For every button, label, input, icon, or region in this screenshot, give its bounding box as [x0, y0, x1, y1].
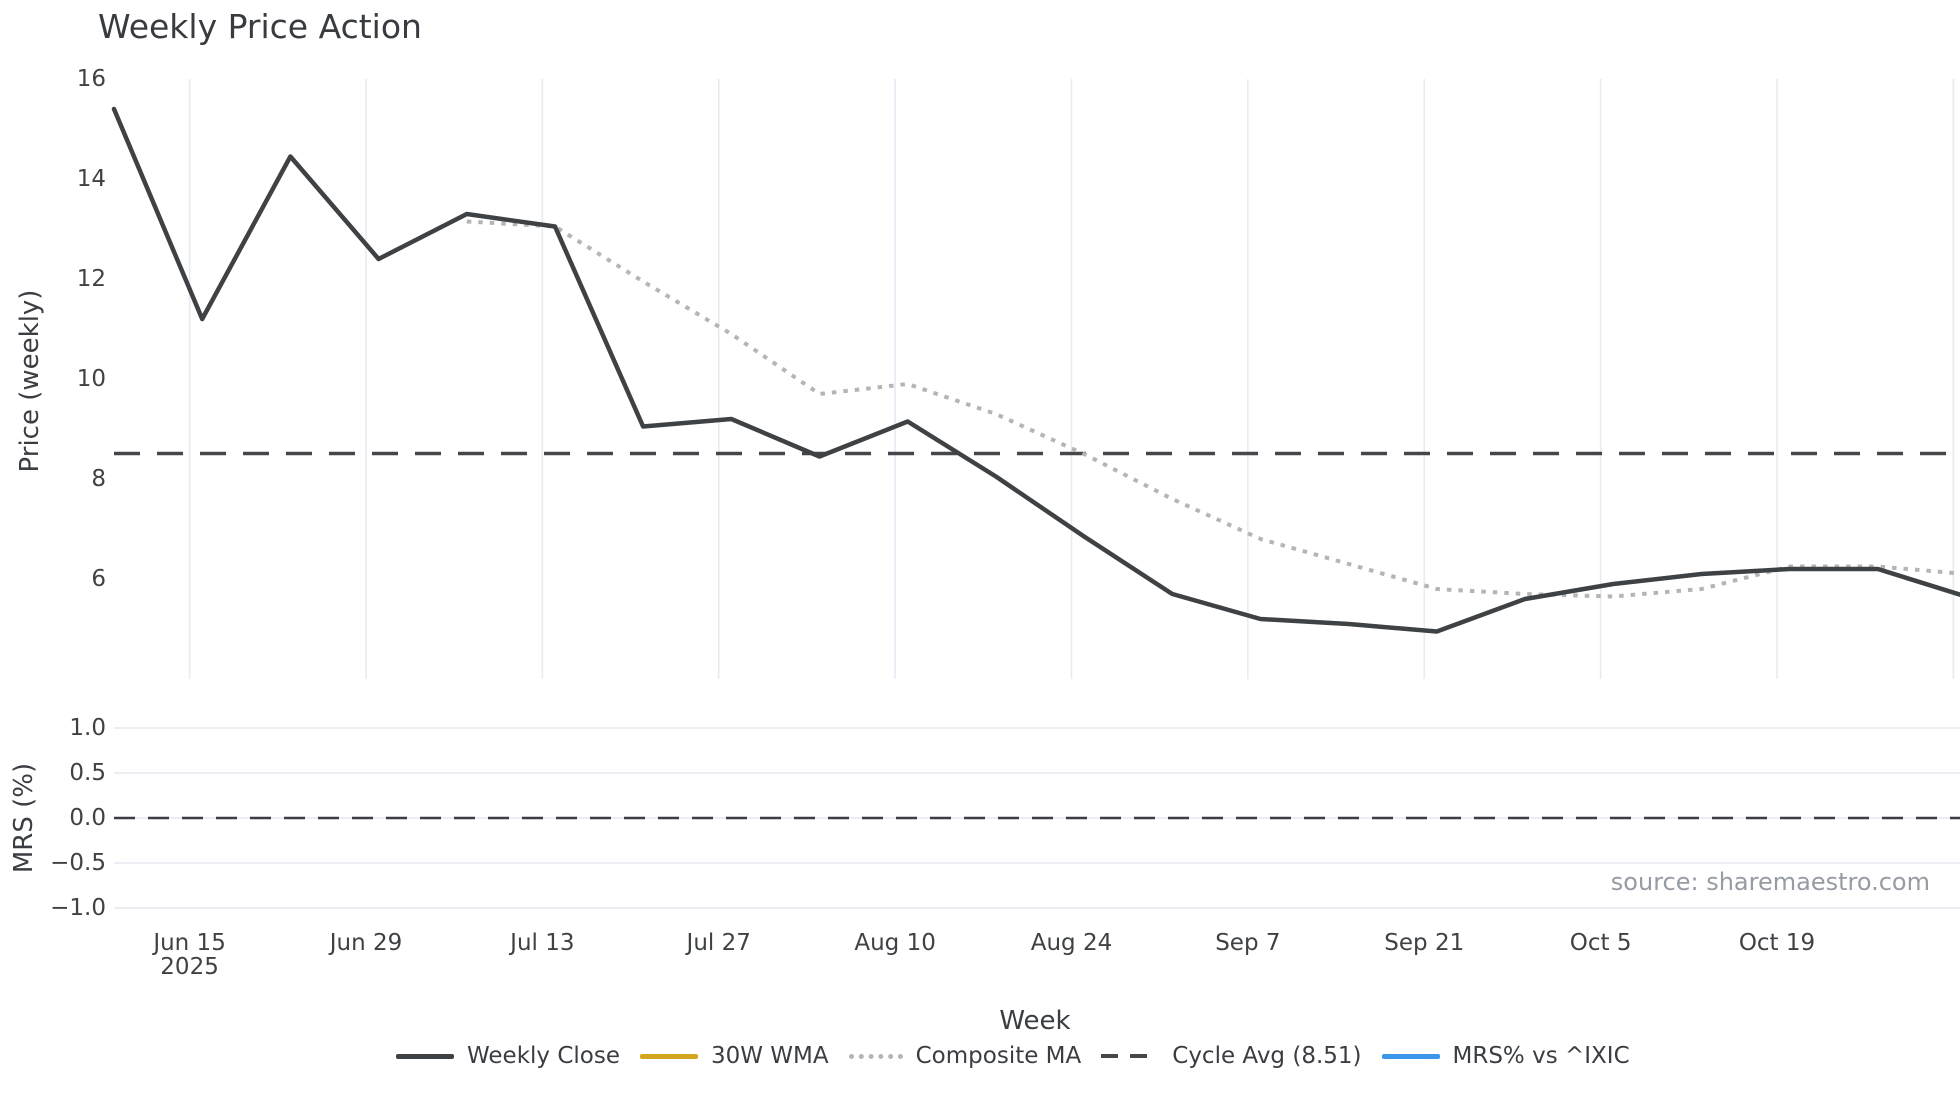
x-tick-label: Sep 21: [1384, 930, 1465, 956]
x-tick-label: Oct 19: [1738, 930, 1816, 956]
mrs-tick-label: 0.0: [69, 805, 106, 831]
x-axis-label: Week: [999, 1006, 1071, 1036]
weekly-close-swatch-icon: [396, 1053, 454, 1059]
mrs-tick-label: 0.5: [69, 760, 106, 786]
price-tick-label: 14: [76, 166, 106, 192]
weekly-close-line: [111, 106, 1960, 634]
wma-swatch-icon: [639, 1053, 698, 1059]
mrs-tick-label: 1.0: [69, 715, 106, 741]
price-panel-gridlines: [188, 79, 1955, 679]
legend-item-weekly-close: Weekly Close: [396, 1043, 620, 1069]
legend-item-30w-wma: 30W WMA: [639, 1043, 829, 1069]
cycle-avg-swatch-icon: [1101, 1054, 1160, 1058]
legend-item-mrs: MRS% vs ^IXIC: [1381, 1043, 1630, 1069]
price-tick-label: 16: [76, 66, 106, 92]
price-tick-label: 6: [91, 566, 106, 592]
composite-ma-swatch-icon: [848, 1053, 903, 1059]
composite-ma-line: [466, 219, 1960, 599]
legend-item-composite-ma: Composite MA: [848, 1043, 1081, 1069]
chart-legend: Weekly Close 30W WMA Composite MA Cycle …: [396, 1038, 1630, 1074]
x-tick-label: Jun 29: [329, 930, 403, 956]
x-tick-label: Jun 15 2025: [153, 930, 226, 980]
x-tick-label: Sep 7: [1215, 930, 1281, 956]
chart-title: Weekly Price Action: [98, 7, 422, 46]
x-tick-label: Jul 13: [510, 930, 575, 956]
x-tick-label: Oct 5: [1569, 930, 1632, 956]
x-tick-label: Jul 27: [686, 930, 751, 956]
price-tick-label: 12: [76, 266, 106, 292]
price-tick-label: 8: [91, 466, 106, 492]
x-tick-label: Aug 10: [854, 930, 936, 956]
price-tick-label: 10: [76, 366, 106, 392]
mrs-tick-label: −1.0: [50, 895, 106, 921]
source-credit: source: sharemaestro.com: [1610, 868, 1930, 896]
mrs-tick-label: −0.5: [50, 850, 106, 876]
legend-item-cycle-avg: Cycle Avg (8.51): [1101, 1043, 1362, 1069]
mrs-swatch-icon: [1381, 1053, 1440, 1059]
x-tick-label: Aug 24: [1030, 930, 1113, 956]
